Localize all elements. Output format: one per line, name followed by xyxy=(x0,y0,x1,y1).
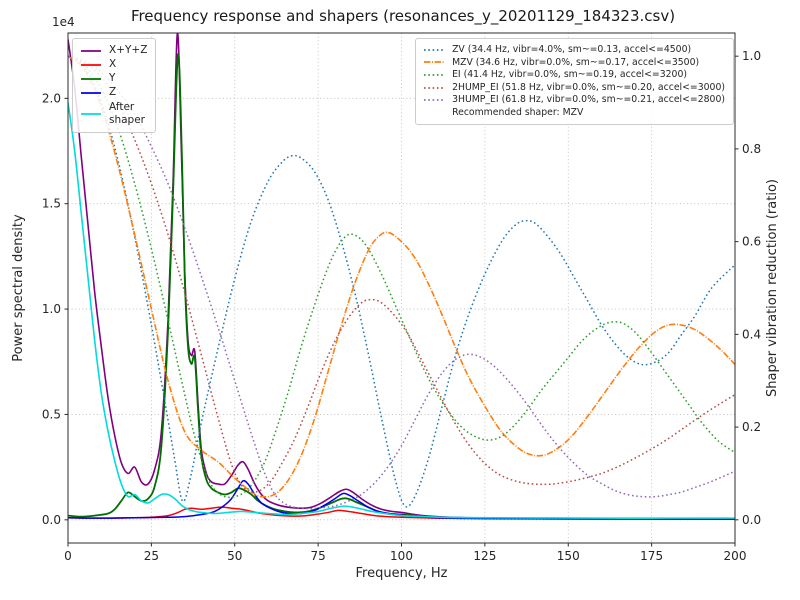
series-line-2hump_ei xyxy=(68,55,735,493)
legend-label: 2HUMP_EI (51.8 Hz, vibr=0.0%, sm~=0.20, … xyxy=(452,81,725,93)
series-lines xyxy=(68,33,735,520)
tick-label-y-right: 0.2 xyxy=(742,420,761,434)
tick-label-y-left: 0.5 xyxy=(42,407,61,421)
legend-shapers: ZV (34.4 Hz, vibr=4.0%, sm~=0.13, accel<… xyxy=(415,38,734,125)
legend-label: X xyxy=(109,58,117,71)
tick-label-y-right: 0.6 xyxy=(742,235,761,249)
legend-item: ZV (34.4 Hz, vibr=4.0%, sm~=0.13, accel<… xyxy=(423,44,725,56)
legend-label: MZV (34.6 Hz, vibr=0.0%, sm~=0.17, accel… xyxy=(452,56,700,68)
tick-label-y-left: 2.0 xyxy=(42,91,61,105)
legend-swatch-line xyxy=(424,86,445,89)
legend-item: MZV (34.6 Hz, vibr=0.0%, sm~=0.17, accel… xyxy=(423,57,725,69)
legend-swatch-line xyxy=(424,99,445,102)
y-right-axis-label: Shaper vibration reduction (ratio) xyxy=(765,179,780,397)
tick-labels: 0 25 50 75 100 125 150 175 200 0.0 0.5 1.0 1.5 2.0 0.0… xyxy=(42,49,761,563)
tick-label-x: 50 xyxy=(227,549,242,563)
chart-title: Frequency response and shapers (resonanc… xyxy=(130,7,676,25)
tick-label-x: 150 xyxy=(557,549,580,563)
y-left-axis-label: Power spectral density xyxy=(11,214,26,362)
legend-label: Z xyxy=(109,86,117,99)
legend-label: 3HUMP_EI (61.8 Hz, vibr=0.0%, sm~=0.21, … xyxy=(452,94,725,106)
legend-item: X+Y+Z xyxy=(80,44,147,57)
tick-marks xyxy=(64,55,739,547)
tick-label-y-left: 1.5 xyxy=(42,197,61,211)
tick-label-x: 175 xyxy=(640,549,663,563)
tick-label-y-right: 1.0 xyxy=(742,49,761,63)
series-line-x xyxy=(68,506,735,520)
legend-swatch-line xyxy=(424,48,445,51)
legend-label: ZV (34.4 Hz, vibr=4.0%, sm~=0.13, accel<… xyxy=(452,44,692,55)
tick-label-y-left: 0.0 xyxy=(42,513,61,527)
legend-item: EI (41.4 Hz, vibr=0.0%, sm~=0.19, accel<… xyxy=(423,69,725,81)
legend-item: Y xyxy=(80,72,147,85)
series-line-zv xyxy=(68,55,735,508)
legend-item: After shaper xyxy=(80,101,147,127)
legend-item: 3HUMP_EI (61.8 Hz, vibr=0.0%, sm~=0.21, … xyxy=(423,94,725,106)
legend-item: Z xyxy=(80,86,147,99)
legend-swatch-line xyxy=(81,112,101,115)
tick-label-y-right: 0.4 xyxy=(742,327,761,341)
legend-item: 2HUMP_EI (51.8 Hz, vibr=0.0%, sm~=0.20, … xyxy=(423,82,725,94)
legend-recommended-note: Recommended shaper: MZV xyxy=(423,107,725,119)
tick-label-x: 100 xyxy=(390,549,413,563)
legend-item: X xyxy=(80,58,147,71)
tick-label-x: 0 xyxy=(64,549,72,563)
legend-label: After shaper xyxy=(109,100,146,126)
legend-label: Y xyxy=(109,72,116,85)
series-line-mzv xyxy=(68,55,735,498)
legend-swatch-line xyxy=(81,77,101,80)
tick-label-y-right: 0.8 xyxy=(742,142,761,156)
legend-swatch-line xyxy=(81,49,101,52)
tick-label-x: 25 xyxy=(144,549,159,563)
tick-label-x: 200 xyxy=(724,549,747,563)
series-line-3hump_ei xyxy=(68,55,735,510)
legend-swatch-line xyxy=(81,63,101,66)
legend-swatch-line xyxy=(81,92,101,94)
tick-label-y-right: 0.0 xyxy=(742,513,761,527)
y-left-offset-text: 1e4 xyxy=(52,15,75,29)
legend-label: EI (41.4 Hz, vibr=0.0%, sm~=0.19, accel<… xyxy=(452,69,688,81)
legend-note-spacer xyxy=(423,112,445,113)
tick-label-x: 75 xyxy=(310,549,325,563)
legend-psd: X+Y+Z X Y Z After shaper xyxy=(72,38,157,133)
legend-swatch-line xyxy=(424,74,445,76)
x-axis-label: Frequency, Hz xyxy=(355,566,447,581)
series-line-x-y-z xyxy=(68,33,735,520)
tick-label-y-left: 1.0 xyxy=(42,302,61,316)
legend-swatch-line xyxy=(424,61,445,64)
legend-label: X+Y+Z xyxy=(109,44,148,56)
tick-label-x: 125 xyxy=(473,549,496,563)
series-line-ei xyxy=(68,55,735,499)
legend-note-text: Recommended shaper: MZV xyxy=(452,107,584,119)
series-line-after-shaper xyxy=(68,102,735,519)
